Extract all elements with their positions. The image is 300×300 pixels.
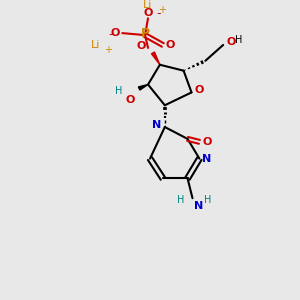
- Text: O: O: [226, 37, 236, 47]
- Text: N: N: [152, 120, 161, 130]
- Text: O: O: [166, 40, 175, 50]
- Text: P: P: [140, 27, 150, 40]
- Text: H: H: [115, 86, 122, 96]
- Polygon shape: [152, 52, 160, 65]
- Text: +: +: [103, 45, 112, 55]
- Polygon shape: [138, 85, 148, 90]
- Text: -: -: [156, 7, 160, 20]
- Text: Li: Li: [143, 0, 153, 11]
- Text: H: H: [235, 35, 242, 45]
- Text: O: O: [111, 28, 120, 38]
- Text: N: N: [202, 154, 211, 164]
- Text: O: O: [202, 137, 212, 147]
- Text: O: O: [125, 95, 135, 105]
- Text: -: -: [108, 28, 112, 40]
- Text: O: O: [143, 8, 153, 18]
- Text: Li: Li: [91, 40, 100, 50]
- Text: O: O: [137, 41, 146, 51]
- Text: O: O: [194, 85, 204, 95]
- Text: H: H: [177, 195, 184, 205]
- Text: N: N: [194, 201, 204, 211]
- Text: +: +: [158, 5, 166, 15]
- Text: H: H: [204, 195, 212, 205]
